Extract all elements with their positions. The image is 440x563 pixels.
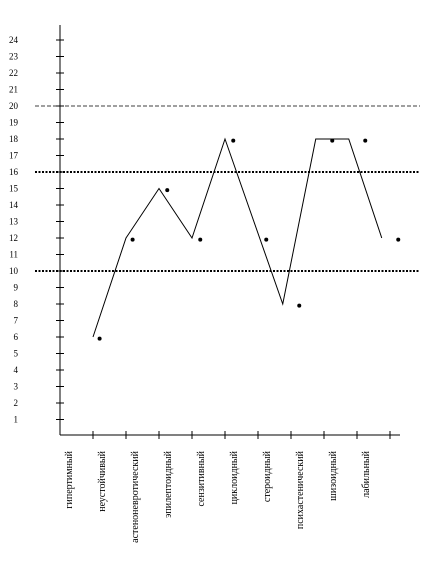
y-tick-label-1: 1 <box>14 415 19 425</box>
y-tick-label-21: 21 <box>9 85 18 95</box>
data-point <box>297 303 302 308</box>
category-label: эпилептоидный <box>163 450 174 518</box>
y-tick-label-17: 17 <box>9 151 19 161</box>
category-label: гипертимный <box>64 450 75 508</box>
y-tick-label-20: 20 <box>9 101 19 111</box>
y-tick-label-4: 4 <box>14 365 19 375</box>
y-tick-label-9: 9 <box>14 283 19 293</box>
y-tick-label-15: 15 <box>9 184 19 194</box>
category-label: астеноневротический <box>130 450 141 543</box>
series <box>92 137 401 341</box>
y-tick-label-18: 18 <box>9 134 19 144</box>
axes <box>56 25 400 439</box>
y-tick-label-16: 16 <box>9 167 19 177</box>
category-label: шизоидный <box>328 450 339 500</box>
category-label: сензитивный <box>196 450 207 506</box>
y-tick-label-7: 7 <box>14 316 19 326</box>
category-label: циклоидный <box>229 450 240 504</box>
y-tick-label-10: 10 <box>9 266 19 276</box>
category-label: неустойчивый <box>97 450 108 511</box>
y-tick-label-2: 2 <box>14 398 19 408</box>
data-point <box>97 336 102 341</box>
y-tick-label-13: 13 <box>9 217 19 227</box>
y-tick-label-24: 24 <box>9 35 19 45</box>
y-tick-label-12: 12 <box>9 233 18 243</box>
y-tick-label-5: 5 <box>14 349 19 359</box>
data-point <box>396 237 401 242</box>
data-point <box>198 237 203 242</box>
y-tick-label-14: 14 <box>9 200 19 210</box>
data-point <box>130 237 135 242</box>
category-label: психастенический <box>295 450 306 529</box>
data-point <box>231 138 236 143</box>
category-label: стероидный <box>262 450 273 502</box>
data-point <box>165 188 170 193</box>
y-tick-label-23: 23 <box>9 52 19 62</box>
data-point <box>330 138 335 143</box>
y-tick-label-6: 6 <box>14 332 19 342</box>
data-point <box>363 138 368 143</box>
y-tick-label-22: 22 <box>9 68 18 78</box>
y-tick-label-11: 11 <box>9 250 18 260</box>
category-label: лабильный <box>361 450 372 497</box>
series-line <box>92 137 383 338</box>
data-point <box>264 237 269 242</box>
reference-lines <box>35 105 420 272</box>
y-tick-label-3: 3 <box>14 382 19 392</box>
y-tick-label-8: 8 <box>14 299 19 309</box>
y-tick-label-19: 19 <box>9 118 19 128</box>
labels: 123456789101112131415161718192021222324г… <box>9 35 372 543</box>
